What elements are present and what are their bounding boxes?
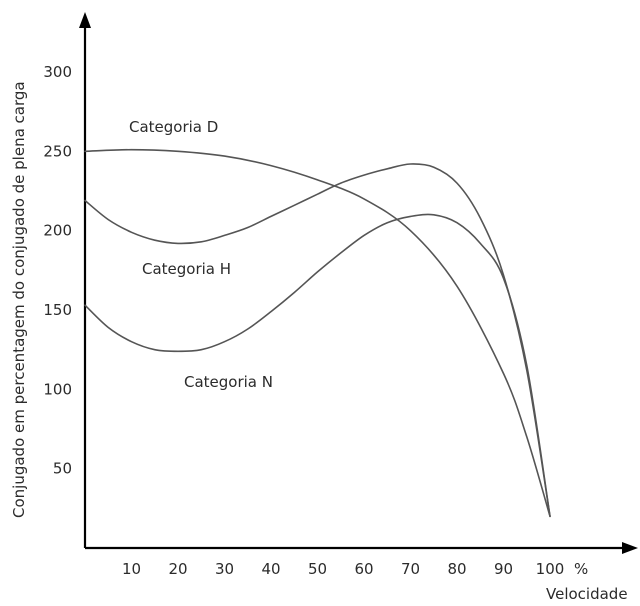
series-label-categoria-d: Categoria D <box>129 118 218 136</box>
x-axis-arrow-icon <box>622 542 638 554</box>
y-axis-arrow-icon <box>79 12 91 28</box>
series-line-categoria-n <box>84 213 551 518</box>
x-tick-label: 50 <box>308 560 327 578</box>
x-tick-label: 20 <box>168 560 187 578</box>
series-line-categoria-d <box>84 148 551 518</box>
x-tick-label: 70 <box>401 560 420 578</box>
x-tick-label: 80 <box>447 560 466 578</box>
y-tick-label: 50 <box>53 460 72 478</box>
y-tick-label: 100 <box>43 380 72 398</box>
tick-labels: 10 20 30 40 50 60 70 80 90 100 50 100 150 200 250 300 <box>43 63 564 578</box>
x-tick-label: 90 <box>494 560 513 578</box>
axes <box>79 12 638 554</box>
y-tick-label: 300 <box>43 63 72 81</box>
x-axis-title: Velocidade <box>546 585 628 603</box>
series-label-categoria-h: Categoria H <box>142 260 231 278</box>
x-tick-label: 10 <box>122 560 141 578</box>
y-tick-label: 250 <box>43 142 72 160</box>
x-tick-label: 30 <box>215 560 234 578</box>
y-tick-label: 150 <box>43 301 72 319</box>
x-tick-label: 100 <box>536 560 565 578</box>
x-tick-label: 40 <box>261 560 280 578</box>
series-line-categoria-h <box>84 163 551 518</box>
labels: % Velocidade Conjugado em percentagem do… <box>10 81 628 603</box>
curves <box>84 148 551 518</box>
y-axis-title: Conjugado em percentagem do conjugado de… <box>10 81 28 518</box>
x-tick-label: 60 <box>354 560 373 578</box>
y-tick-label: 200 <box>43 222 72 240</box>
series-label-categoria-n: Categoria N <box>184 373 273 391</box>
x-unit-label: % <box>574 560 588 578</box>
